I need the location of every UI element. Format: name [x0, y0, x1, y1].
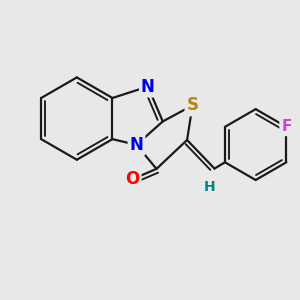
Text: S: S [187, 96, 199, 114]
Text: O: O [125, 170, 140, 188]
Text: H: H [204, 180, 216, 194]
Text: N: N [130, 136, 143, 154]
Text: F: F [281, 119, 292, 134]
Text: N: N [141, 78, 155, 96]
